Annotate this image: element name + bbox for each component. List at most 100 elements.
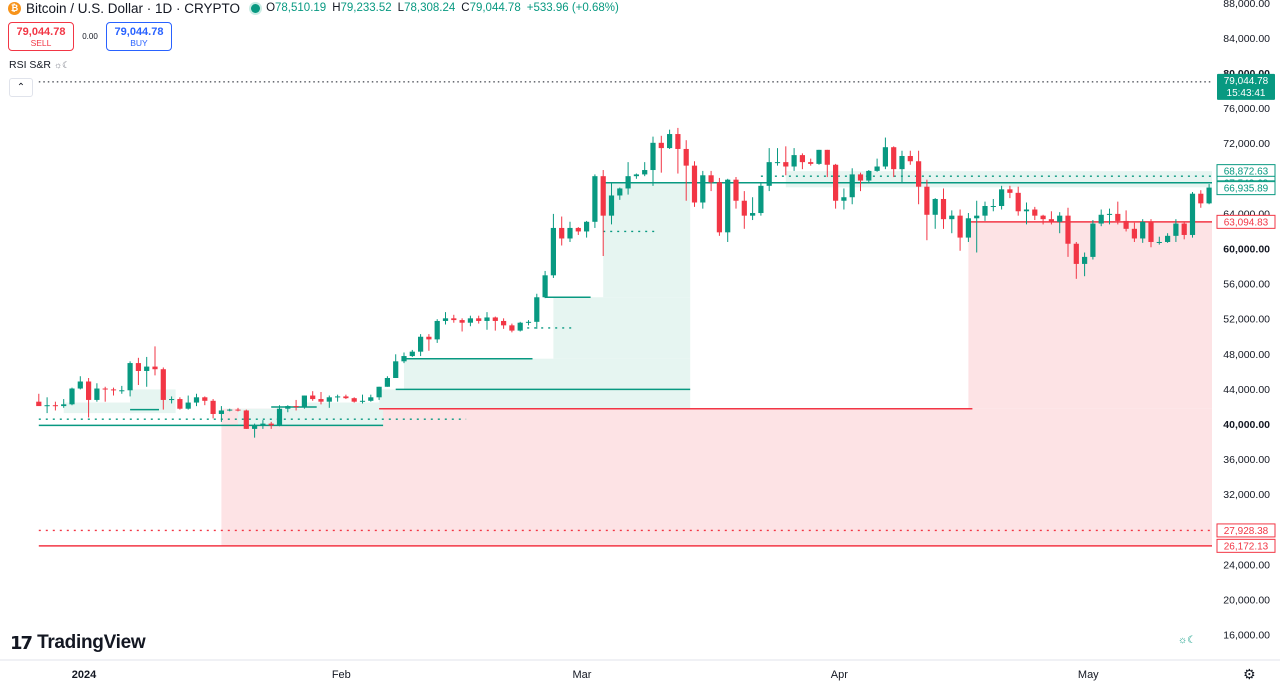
price-tick-label: 36,000.00 [1223,454,1270,466]
candle-body [1023,209,1030,212]
candle-body [567,227,573,239]
candle-body [733,179,739,201]
candle-body [459,320,465,323]
candle-body [442,318,449,321]
buy-price: 79,044.78 [114,25,164,38]
candle-body [301,395,307,407]
candle-body [750,213,756,216]
candle-body [675,134,681,149]
candle-body [335,396,341,398]
candle-body [849,174,855,198]
candle-body [559,227,565,239]
candle-body [44,405,50,407]
candle-body [1015,192,1021,212]
candle-body [608,195,615,216]
candle-body [401,356,407,362]
ohlc-low: L78,308.24 [397,2,456,14]
candle-body [592,176,598,222]
candle-body [907,155,913,162]
market-status-icon[interactable] [251,3,261,13]
candle-body [932,198,938,215]
price-tick-label: 24,000.00 [1223,559,1270,571]
price-tick-label: 84,000.00 [1223,33,1270,45]
candle-body [61,404,67,407]
candle-body [1065,215,1071,244]
spread-value: 0.00 [82,32,98,41]
price-tick-label: 48,000.00 [1223,349,1270,361]
candle-body [476,318,482,321]
candle-body [1156,241,1162,243]
candle-body [235,409,241,411]
candle-body [658,142,664,149]
candle-body [252,425,258,429]
candle-body [642,170,648,175]
candle-body [949,215,955,220]
candle-body [667,134,673,149]
candle-body [102,388,108,390]
price-change: +533.96 (+0.68%) [526,2,619,14]
sell-button[interactable]: 79,044.78 SELL [8,22,74,51]
candle-body [741,200,747,216]
resistance-zone [968,221,1212,409]
candle-body [957,215,963,238]
candle-body [1098,214,1104,224]
candle-body [1123,220,1129,229]
candle-body [359,400,366,402]
candle-body [617,188,623,196]
candle-body [575,227,581,232]
time-tick-label: Mar [573,669,592,681]
candle-body [841,197,847,201]
price-level-label: 27,928.38 [1224,526,1269,537]
candle-body [857,174,864,181]
support-zone [63,402,135,414]
candle-body [990,206,996,208]
indicator-status-icons[interactable]: ☼☾ [53,60,71,70]
gear-icon[interactable]: ⚙ [1243,666,1256,682]
symbol-title[interactable]: Bitcoin / U.S. Dollar · 1D · CRYPTO [26,0,241,16]
candle-body [700,175,706,203]
candle-body [501,320,507,326]
candle-body [1082,256,1088,264]
candle-body [276,408,283,426]
candle-body [268,423,274,426]
candle-body [1206,187,1212,204]
candle-body [202,397,208,401]
candle-body [708,175,714,183]
candle-body [509,325,515,331]
candle-body [177,399,183,409]
candle-body [1007,189,1013,193]
candle-body [982,206,988,216]
tradingview-brand[interactable]: 17 TradingView [10,632,146,654]
candle-body [368,397,374,401]
candle-body [542,275,548,298]
candle-body [1189,193,1196,235]
candle-body [1032,209,1038,216]
price-tick-label: 44,000.00 [1223,384,1270,396]
candle-body [69,388,75,405]
buy-button[interactable]: 79,044.78 BUY [106,22,172,51]
candle-body [534,297,540,322]
theme-toggle-icon[interactable]: ☼☾ [1178,635,1197,646]
support-zone [404,358,691,390]
candle-body [1057,215,1063,222]
support-zone [603,182,691,298]
candle-body [86,381,92,400]
candle-body [52,405,58,407]
candle-body [492,317,498,321]
candle-body [924,186,930,215]
candle-body [525,321,532,323]
ohlc-close: C79,044.78 [461,2,521,14]
chevron-up-icon[interactable]: ⌃ [9,78,33,97]
price-level-label: 26,172.13 [1224,541,1269,552]
candle-body [1131,228,1137,239]
candle-body [683,148,689,166]
candle-body [94,388,100,400]
candle-body [758,185,764,214]
price-tick-label: 56,000.00 [1223,279,1270,291]
candle-body [1090,223,1096,257]
candle-body [1165,235,1171,242]
candle-body [799,155,805,163]
indicator-legend[interactable]: RSI S&R ☼☾ [9,59,70,71]
